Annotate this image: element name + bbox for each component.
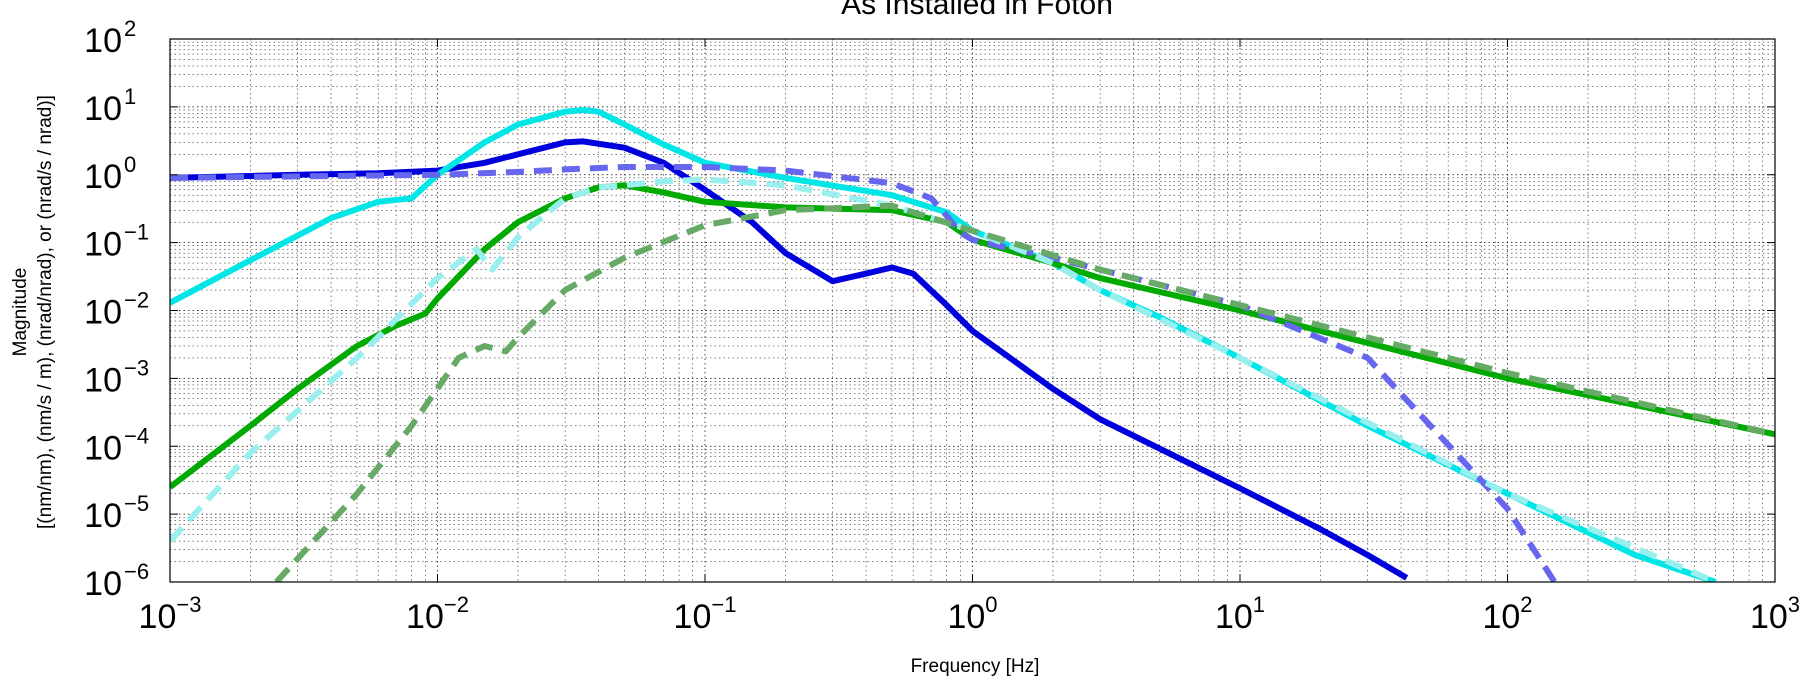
x-tick-label: 10−3: [139, 592, 202, 636]
y-tick-exponent: −3: [124, 355, 149, 380]
y-tick-label: 10: [84, 429, 122, 467]
y-tick-label: 10: [84, 361, 122, 399]
y-axis-label-line-1: Magnitude: [10, 268, 31, 357]
y-tick-base: 10: [84, 497, 122, 535]
x-tick-base: 10: [1482, 598, 1520, 636]
chart-title: As Installed in Foton: [841, 0, 1113, 21]
y-tick-label: 10: [84, 226, 122, 264]
x-tick-base: 10: [406, 598, 444, 636]
y-tick-label: 10: [84, 158, 122, 196]
y-tick-exponent: 0: [124, 152, 136, 177]
series-line-2: [170, 107, 1717, 582]
y-tick-base: 10: [84, 226, 122, 264]
y-tick-base: 10: [84, 429, 122, 467]
y-tick-base: 10: [84, 90, 122, 128]
series-line-1: [170, 138, 1409, 581]
series-line-3: [170, 182, 1775, 490]
x-tick-base: 10: [674, 598, 712, 636]
series-line-6: [274, 202, 1775, 582]
y-tick-label: 10: [84, 294, 122, 332]
y-tick-exponent: −2: [124, 288, 149, 313]
x-tick-base: 10: [947, 598, 985, 636]
y-axis-label-line-2: [(nm/nm), (nm/s / m), (nrad/nrad), or (n…: [35, 95, 56, 529]
x-tick-exponent: −3: [176, 592, 201, 617]
y-tick-exponent: −1: [124, 220, 149, 245]
y-tick-label: 10: [84, 565, 122, 603]
x-tick-label: 102: [1482, 592, 1532, 636]
x-tick-exponent: 0: [985, 592, 997, 617]
x-tick-label: 10−2: [406, 592, 469, 636]
x-axis-label: Frequency [Hz]: [911, 656, 1040, 677]
y-tick-label: 10: [84, 90, 122, 128]
y-tick-base: 10: [84, 361, 122, 399]
grid: [170, 39, 1775, 582]
x-tick-exponent: −2: [444, 592, 469, 617]
y-tick-base: 10: [84, 565, 122, 603]
y-tick-base: 10: [84, 22, 122, 60]
y-tick-label: 10: [84, 22, 122, 60]
x-tick-exponent: −1: [711, 592, 736, 617]
x-tick-exponent: 2: [1520, 592, 1532, 617]
x-tick-exponent: 1: [1253, 592, 1265, 617]
y-tick-exponent: −6: [124, 559, 149, 584]
x-tick-base: 10: [1750, 598, 1788, 636]
x-tick-exponent: 3: [1788, 592, 1800, 617]
x-tick-label: 100: [947, 592, 997, 636]
series-line-4: [170, 164, 1558, 582]
x-tick-label: 10−1: [674, 592, 737, 636]
y-tick-exponent: −5: [124, 491, 149, 516]
y-tick-label: 10: [84, 497, 122, 535]
x-tick-label: 101: [1215, 592, 1265, 636]
y-tick-base: 10: [84, 294, 122, 332]
series-line-5: [170, 176, 1717, 582]
y-tick-exponent: 2: [124, 16, 136, 41]
series-group: [170, 107, 1775, 582]
y-tick-base: 10: [84, 158, 122, 196]
x-tick-base: 10: [139, 598, 177, 636]
x-tick-base: 10: [1215, 598, 1253, 636]
x-tick-label: 103: [1750, 592, 1800, 636]
y-tick-exponent: 1: [124, 84, 136, 109]
y-tick-exponent: −4: [124, 423, 149, 448]
